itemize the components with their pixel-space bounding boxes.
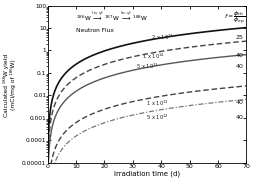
Text: 1 x 10$^{13}$: 1 x 10$^{13}$ <box>145 98 169 108</box>
Text: 40: 40 <box>236 100 244 105</box>
Text: 1 x 10$^{14}$: 1 x 10$^{14}$ <box>142 51 165 60</box>
Text: 40: 40 <box>236 64 244 69</box>
Text: $f=\dfrac{\phi_{th}}{\phi_{ep}}$: $f=\dfrac{\phi_{th}}{\phi_{ep}}$ <box>224 10 245 27</box>
X-axis label: Irradiation time (d): Irradiation time (d) <box>114 170 180 177</box>
Text: 2 x 10$^{14}$: 2 x 10$^{14}$ <box>152 32 174 42</box>
Text: 40: 40 <box>236 115 244 120</box>
Text: 5 x 10$^{13}$: 5 x 10$^{13}$ <box>136 62 158 71</box>
Text: Neutron Flux: Neutron Flux <box>76 28 113 33</box>
Text: 40: 40 <box>236 53 244 58</box>
Text: Calculated ¹⁸⁸W yield
(mCi/mg of ¹⁸⁶W): Calculated ¹⁸⁸W yield (mCi/mg of ¹⁸⁶W) <box>3 53 16 117</box>
Text: 5 x 10$^{12}$: 5 x 10$^{12}$ <box>145 112 169 122</box>
Text: 25: 25 <box>236 35 244 40</box>
Text: $^{186}$W $\overset{(n,\gamma)}{\longrightarrow}$ $^{187}$W $\overset{(n,\gamma): $^{186}$W $\overset{(n,\gamma)}{\longrig… <box>76 10 148 23</box>
